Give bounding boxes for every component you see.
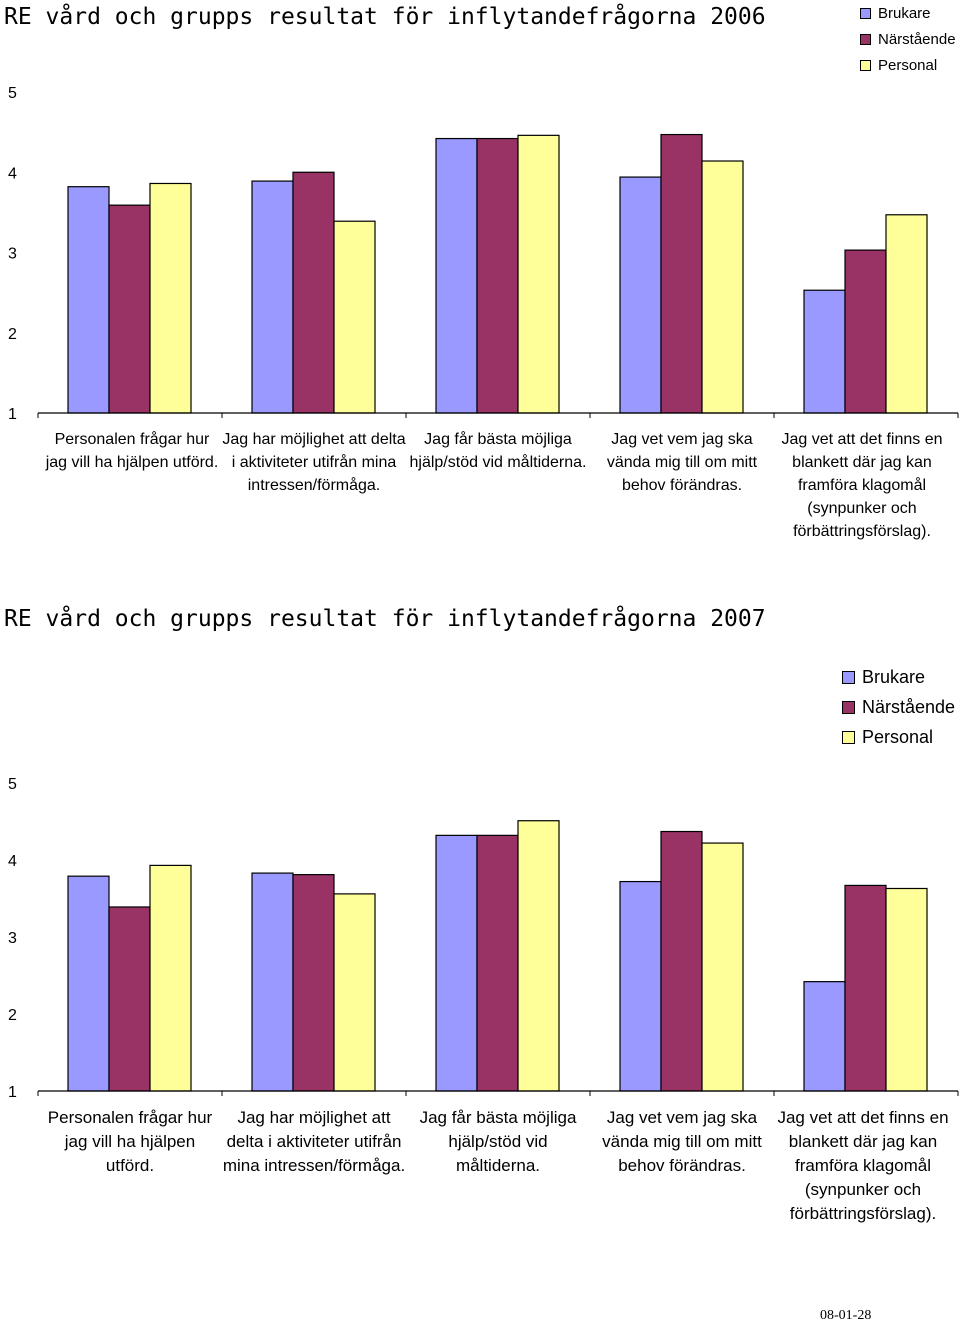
y-tick-label: 3	[8, 930, 17, 947]
bar-narstaende	[660, 133, 703, 414]
chart-2006: RE vård och grupps resultat för inflytan…	[0, 0, 960, 560]
bar-personal	[701, 160, 744, 414]
legend-item-personal: Personal	[860, 52, 956, 78]
y-tick-label: 4	[8, 165, 17, 182]
legend-item-narstaende: Närstående	[842, 692, 955, 722]
chart-title: RE vård och grupps resultat för inflytan…	[4, 606, 766, 632]
bar-brukare	[251, 872, 294, 1092]
bar-brukare	[67, 875, 110, 1092]
legend-label: Brukare	[862, 666, 926, 687]
legend: Brukare Närstående Personal	[860, 0, 956, 78]
legend-swatch-brukare	[842, 670, 855, 684]
legend-label: Närstående	[862, 696, 956, 717]
bar-brukare	[619, 880, 662, 1092]
bar-personal	[333, 893, 376, 1092]
category-label: Personalen frågar hur jag vill ha hjälpe…	[47, 1108, 213, 1175]
category-label: Jag vet att det finns en blankett där ja…	[781, 431, 943, 540]
y-tick-label: 2	[8, 1007, 17, 1024]
legend: Brukare Närstående Personal	[842, 662, 955, 752]
legend-label: Brukare	[878, 4, 931, 22]
legend-swatch-narstaende	[842, 700, 855, 714]
bar-narstaende	[476, 834, 519, 1092]
y-tick-label: 3	[8, 246, 17, 263]
bar-narstaende	[108, 906, 151, 1092]
category-label: Jag får bästa möjliga hjälp/stöd vid mål…	[419, 1108, 577, 1175]
legend-label: Personal	[878, 56, 938, 74]
y-tick-label: 5	[8, 85, 17, 102]
y-tick-label: 4	[8, 853, 17, 870]
category-label: Personalen frågar hur jag vill ha hjälpe…	[45, 431, 219, 471]
category-label: Jag vet vem jag ska vända mig till om mi…	[602, 1108, 762, 1175]
bar-personal	[885, 887, 928, 1092]
bar-brukare	[803, 289, 846, 414]
bar-brukare	[435, 137, 478, 414]
category-label: Jag vet vem jag ska vända mig till om mi…	[606, 431, 758, 494]
bar-brukare	[435, 834, 478, 1092]
bar-brukare	[803, 981, 846, 1092]
y-tick-label: 1	[8, 406, 17, 423]
legend-label: Närstående	[878, 30, 956, 48]
y-tick-label: 2	[8, 326, 17, 343]
bar-brukare	[619, 176, 662, 414]
bar-narstaende	[292, 874, 335, 1092]
legend-swatch-brukare	[860, 7, 871, 19]
category-label: Jag har möjlighet att delta i aktivitete…	[222, 1108, 406, 1175]
bar-personal	[701, 842, 744, 1092]
legend-item-brukare: Brukare	[860, 0, 956, 26]
chart-title: RE vård och grupps resultat för inflytan…	[4, 4, 766, 30]
bar-narstaende	[844, 249, 887, 414]
legend-item-narstaende: Närstående	[860, 26, 956, 52]
bar-personal	[517, 134, 560, 414]
bar-narstaende	[476, 137, 519, 414]
legend-swatch-personal	[842, 730, 855, 744]
legend-item-personal: Personal	[842, 722, 955, 752]
bar-narstaende	[108, 204, 151, 414]
y-tick-label: 1	[8, 1084, 17, 1101]
bar-brukare	[67, 186, 110, 414]
category-label: Jag har möjlighet att delta i aktivitete…	[222, 431, 406, 494]
category-label: Jag får bästa möjliga hjälp/stöd vid mål…	[409, 431, 587, 471]
bar-narstaende	[292, 171, 335, 414]
bar-narstaende	[844, 884, 887, 1092]
date-stamp: 08-01-28	[820, 1308, 872, 1323]
bar-personal	[885, 214, 928, 414]
bar-personal	[149, 182, 192, 414]
legend-item-brukare: Brukare	[842, 662, 955, 692]
category-label: Jag vet att det finns en blankett där ja…	[777, 1108, 949, 1223]
bar-personal	[517, 820, 560, 1092]
bar-brukare	[251, 180, 294, 414]
legend-swatch-personal	[860, 59, 871, 71]
chart-2006-plot: 1 2 3 4 5	[8, 85, 959, 423]
y-tick-label: 5	[8, 776, 17, 793]
legend-label: Personal	[862, 726, 934, 747]
bar-personal	[333, 220, 376, 414]
bar-narstaende	[660, 830, 703, 1092]
bar-personal	[149, 864, 192, 1092]
legend-swatch-narstaende	[860, 33, 871, 45]
chart-2007-plot: 1 2 3 4 5	[8, 776, 959, 1101]
chart-2007: RE vård och grupps resultat för inflytan…	[0, 590, 960, 1240]
